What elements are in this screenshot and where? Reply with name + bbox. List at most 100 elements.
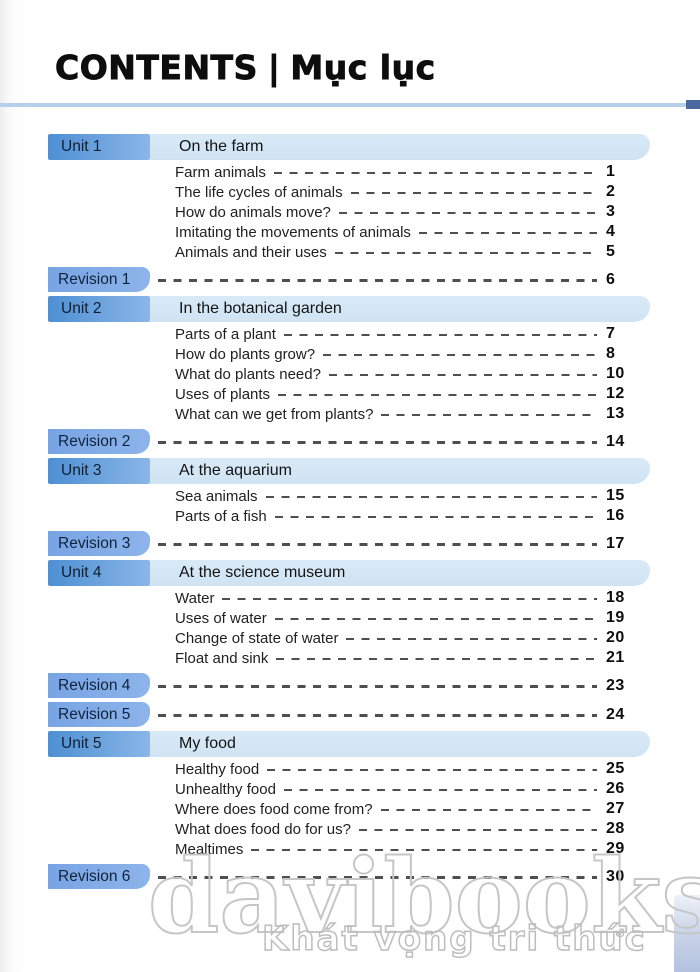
book-edge-strip [674,895,700,972]
entry-page-number: 7 [606,325,616,342]
revision-page-number: 14 [606,432,625,450]
entry-title: Uses of plants [175,385,271,403]
dash-leader [334,251,597,255]
entry-title: Imitating the movements of animals [175,223,411,241]
entry-title: How do plants grow? [175,345,316,363]
unit-items: Sea animals 15 Parts of a fish 16 [48,484,650,529]
dash-leader [346,637,597,641]
unit-label: Unit 3 [48,458,150,484]
entry-page-number: 20 [606,629,625,646]
unit-label: Unit 2 [48,296,150,322]
dash-leader [338,211,597,215]
entry-title: Sea animals [175,487,258,505]
revision-label: Revision 1 [48,267,150,292]
dash-leader [265,495,597,499]
revision-label: Revision 3 [48,531,150,556]
revision-row: Revision 6 30 [48,864,650,889]
unit-label: Unit 1 [48,134,150,160]
toc-entry: Uses of plants 12 [48,384,650,404]
entry-page-number: 29 [606,840,625,857]
entry-page-number: 1 [606,163,616,180]
title-underline [0,103,700,107]
entry-page-number: 28 [606,820,625,837]
dash-leader [380,808,597,812]
dash-leader [274,617,597,621]
page-title: CONTENTS | Mục lục [55,48,436,88]
dash-leader [350,191,597,195]
dash-leader [158,876,597,879]
revision-page-number: 17 [606,534,625,552]
toc-entry: What does food do for us? 28 [48,819,650,839]
table-of-contents: Unit 1 On the farm Farm animals 1 The life c… [48,132,650,893]
dash-leader [323,353,597,357]
revision-page-number: 30 [606,867,625,885]
unit-header-row: Unit 5 My food [48,731,650,757]
dash-leader [283,333,597,337]
dash-leader [158,714,597,717]
unit-title-bar: At the science museum [150,560,650,586]
unit-header-row: Unit 1 On the farm [48,134,650,160]
entry-title: The life cycles of animals [175,183,343,201]
toc-entry: Sea animals 15 [48,486,650,506]
title-underline-end-mark [686,100,700,109]
title-separator: | [267,48,281,88]
dash-leader [381,413,597,417]
entry-page-number: 16 [606,507,625,524]
unit-items: Water 18 Uses of water 19 Change of state of… [48,586,650,671]
entry-title: Parts of a plant [175,325,276,343]
entry-page-number: 2 [606,183,616,200]
dash-leader [251,848,597,852]
dash-leader [358,828,597,832]
unit-label: Unit 4 [48,560,150,586]
dash-leader [278,393,597,397]
revision-row: Revision 4 23 [48,673,650,698]
entry-title: Healthy food [175,760,260,778]
dash-leader [276,657,597,661]
revision-page-number: 23 [606,676,625,694]
toc-entry: Healthy food 25 [48,759,650,779]
revision-label: Revision 2 [48,429,150,454]
entry-title: Mealtimes [175,840,244,858]
toc-entry: Change of state of water 20 [48,628,650,648]
entry-page-number: 10 [606,365,625,382]
entry-title: Change of state of water [175,629,339,647]
entry-page-number: 5 [606,243,616,260]
entry-title: What can we get from plants? [175,405,374,423]
watermark-tagline: Khát vọng tri thức [261,919,647,959]
revision-label: Revision 4 [48,673,150,698]
unit-header-row: Unit 3 At the aquarium [48,458,650,484]
unit-title-bar: My food [150,731,650,757]
revision-page-number: 6 [606,270,616,288]
entry-page-number: 13 [606,405,625,422]
entry-title: Uses of water [175,609,267,627]
entry-page-number: 12 [606,385,625,402]
page-title-vietnamese: Mục lục [290,48,436,88]
toc-entry: How do animals move? 3 [48,202,650,222]
unit-header-row: Unit 2 In the botanical garden [48,296,650,322]
entry-page-number: 19 [606,609,625,626]
revision-row: Revision 1 6 [48,267,650,292]
revision-page-number: 24 [606,705,625,723]
entry-page-number: 26 [606,780,625,797]
entry-page-number: 25 [606,760,625,777]
toc-entry: Unhealthy food 26 [48,779,650,799]
toc-entry: What can we get from plants? 13 [48,404,650,424]
entry-title: Unhealthy food [175,780,276,798]
dash-leader [328,373,597,377]
toc-entry: Uses of water 19 [48,608,650,628]
dash-leader [418,231,597,235]
dash-leader [158,543,597,546]
unit-items: Parts of a plant 7 How do plants grow? 8 Wha… [48,322,650,427]
entry-title: Float and sink [175,649,269,667]
toc-entry: Imitating the movements of animals 4 [48,222,650,242]
entry-page-number: 27 [606,800,625,817]
entry-title: How do animals move? [175,203,331,221]
revision-row: Revision 3 17 [48,531,650,556]
dash-leader [274,515,597,519]
dash-leader [158,441,597,444]
entry-title: Farm animals [175,163,266,181]
unit-title-bar: In the botanical garden [150,296,650,322]
entry-title: Parts of a fish [175,507,267,525]
unit-title-bar: On the farm [150,134,650,160]
toc-entry: Farm animals 1 [48,162,650,182]
